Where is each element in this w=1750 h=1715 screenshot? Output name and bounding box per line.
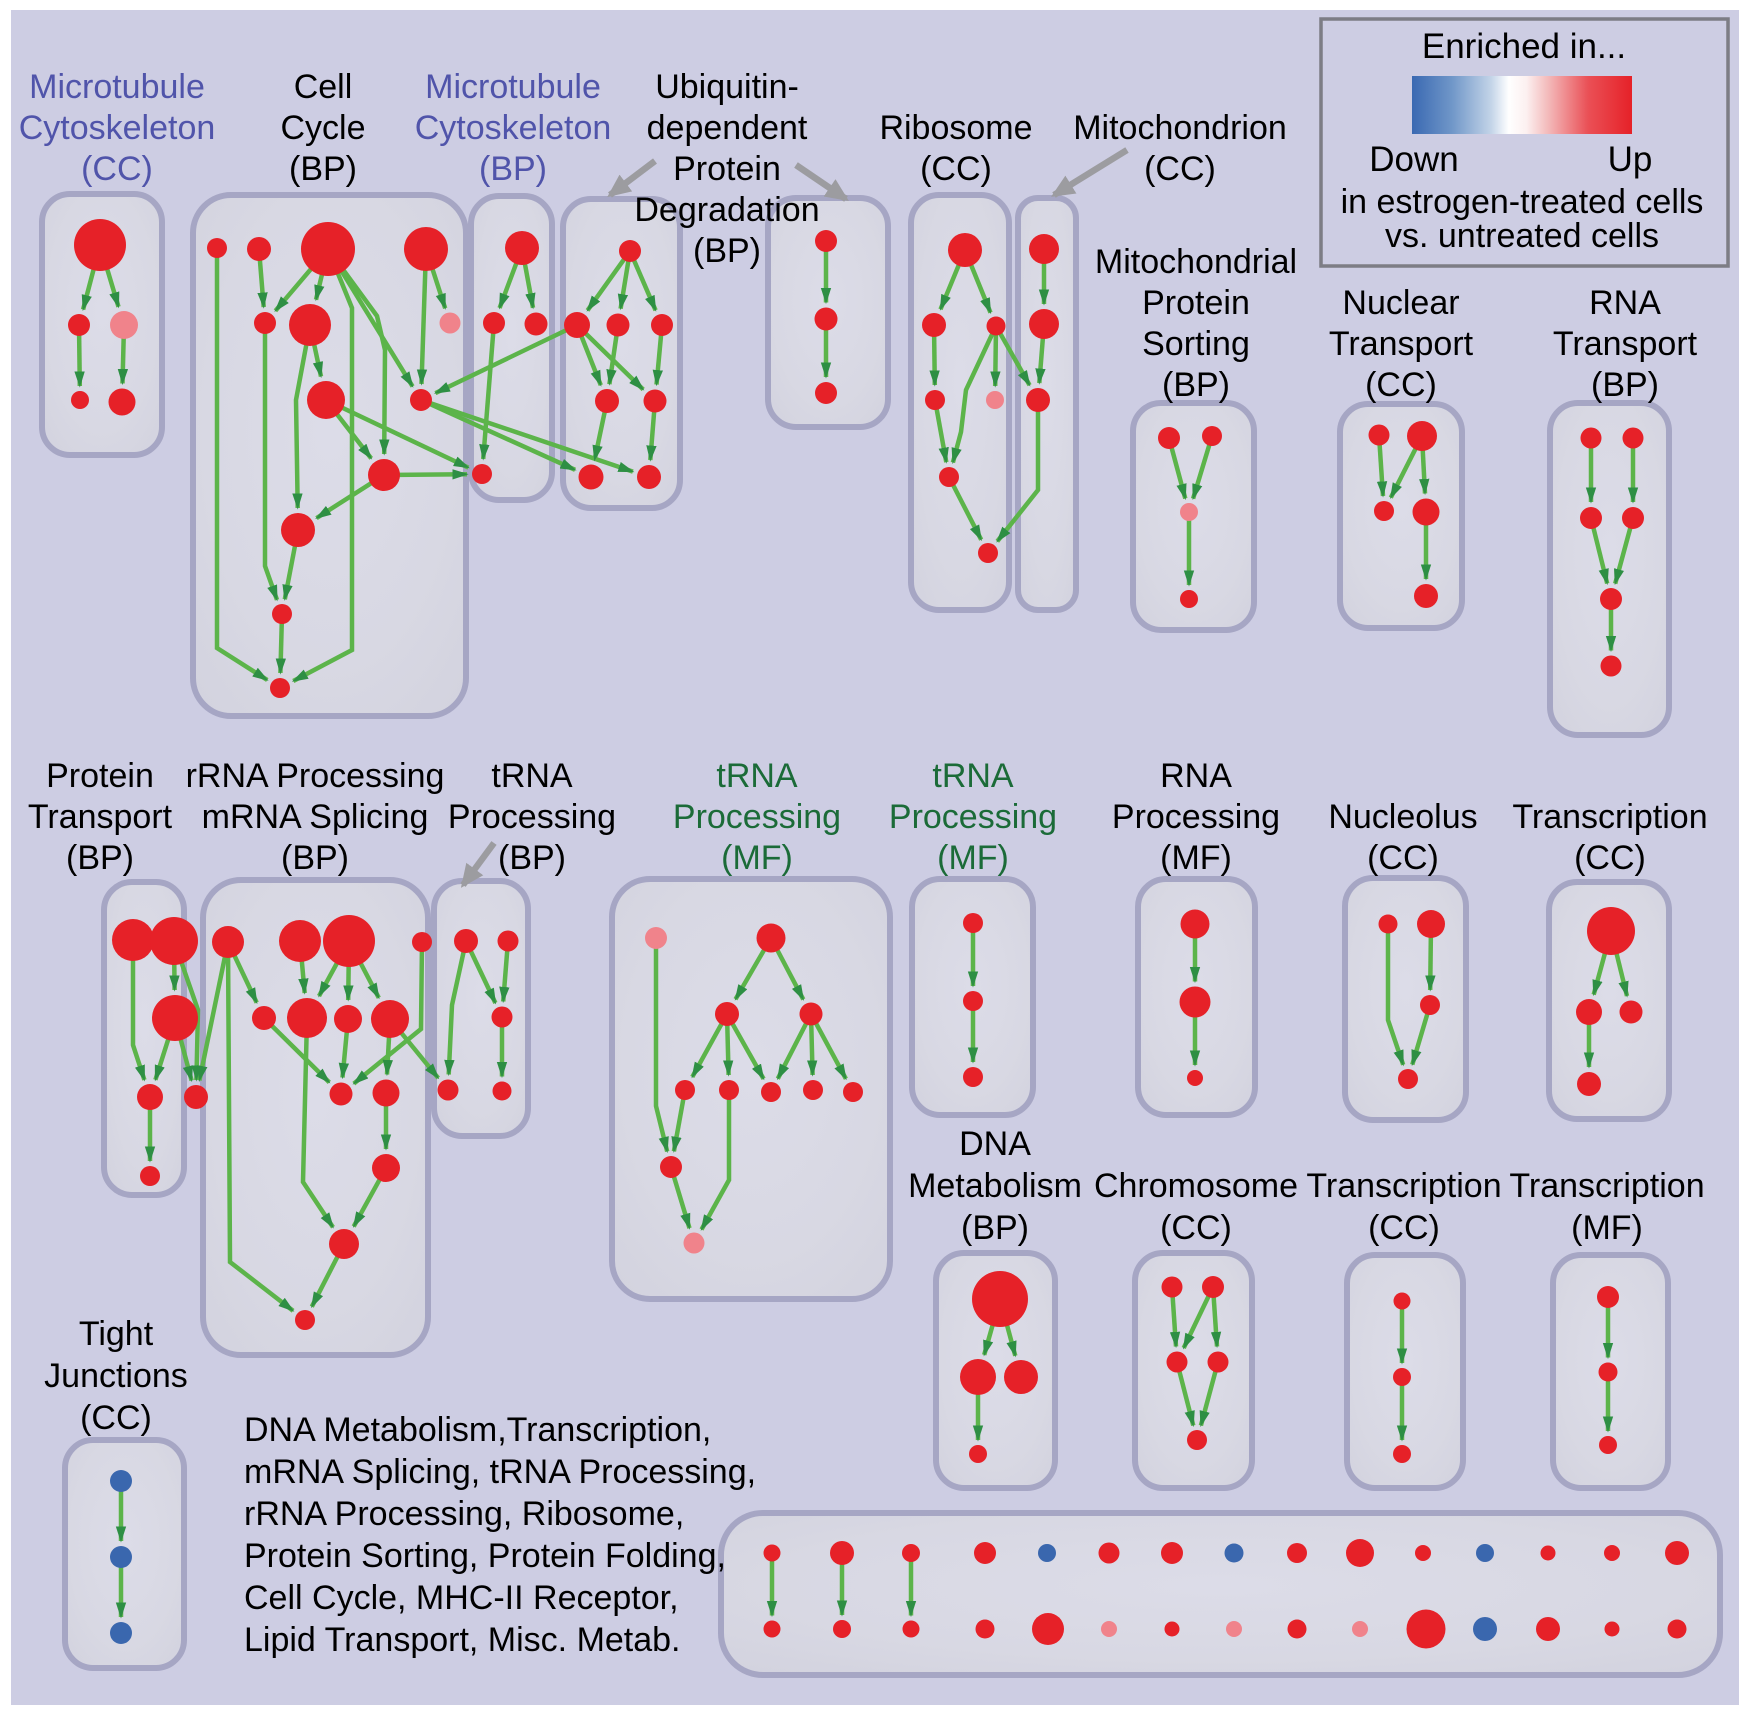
svg-text:mRNA Splicing: mRNA Splicing [202, 798, 429, 836]
svg-text:Transcription: Transcription [1306, 1167, 1501, 1205]
svg-text:rRNA Processing, Ribosome,: rRNA Processing, Ribosome, [244, 1495, 684, 1533]
svg-text:(BP): (BP) [498, 839, 566, 877]
svg-text:(MF): (MF) [721, 839, 793, 877]
svg-text:(BP): (BP) [1162, 366, 1230, 404]
svg-text:Lipid Transport, Misc. Metab.: Lipid Transport, Misc. Metab. [244, 1621, 681, 1659]
svg-text:Protein: Protein [673, 150, 781, 188]
svg-text:Transcription: Transcription [1509, 1167, 1704, 1205]
svg-text:(BP): (BP) [479, 150, 547, 188]
svg-text:Processing: Processing [1112, 798, 1280, 836]
svg-text:tRNA: tRNA [716, 757, 798, 795]
svg-text:Cytoskeleton: Cytoskeleton [19, 109, 216, 147]
svg-text:(BP): (BP) [281, 839, 349, 877]
svg-text:in estrogen-treated cells: in estrogen-treated cells [1341, 183, 1704, 221]
svg-text:Transport: Transport [28, 798, 173, 836]
svg-text:Cell Cycle, MHC-II Receptor,: Cell Cycle, MHC-II Receptor, [244, 1579, 679, 1617]
svg-text:Ribosome: Ribosome [879, 109, 1032, 147]
svg-text:(CC): (CC) [1144, 150, 1216, 188]
svg-text:Transport: Transport [1329, 325, 1474, 363]
svg-text:Down: Down [1369, 140, 1458, 179]
svg-text:(CC): (CC) [80, 1399, 152, 1437]
svg-text:Nuclear: Nuclear [1342, 284, 1459, 322]
svg-text:(CC): (CC) [920, 150, 992, 188]
svg-text:(BP): (BP) [1591, 366, 1659, 404]
svg-text:(CC): (CC) [1367, 839, 1439, 877]
svg-text:Processing: Processing [448, 798, 616, 836]
svg-text:(MF): (MF) [937, 839, 1009, 877]
svg-text:tRNA: tRNA [491, 757, 573, 795]
svg-text:(BP): (BP) [289, 150, 357, 188]
svg-text:Cycle: Cycle [280, 109, 365, 147]
svg-text:DNA Metabolism,Transcription,: DNA Metabolism,Transcription, [244, 1411, 711, 1449]
svg-text:dependent: dependent [647, 109, 808, 147]
svg-text:RNA: RNA [1160, 757, 1232, 795]
svg-text:(CC): (CC) [1368, 1209, 1440, 1247]
svg-text:Ubiquitin-: Ubiquitin- [655, 68, 799, 106]
svg-text:Chromosome: Chromosome [1094, 1167, 1298, 1205]
svg-text:Tight: Tight [79, 1315, 154, 1353]
svg-text:Junctions: Junctions [44, 1357, 188, 1395]
svg-text:DNA: DNA [959, 1125, 1031, 1163]
svg-text:Enriched in...: Enriched in... [1422, 27, 1626, 66]
svg-text:mRNA Splicing, tRNA Processing: mRNA Splicing, tRNA Processing, [244, 1453, 756, 1491]
svg-text:Protein: Protein [46, 757, 154, 795]
svg-text:Mitochondrial: Mitochondrial [1095, 243, 1297, 281]
svg-text:Protein: Protein [1142, 284, 1250, 322]
svg-text:(MF): (MF) [1160, 839, 1232, 877]
svg-text:tRNA: tRNA [932, 757, 1014, 795]
svg-text:Degradation: Degradation [634, 191, 819, 229]
svg-text:Processing: Processing [889, 798, 1057, 836]
svg-text:Metabolism: Metabolism [908, 1167, 1082, 1205]
svg-text:(CC): (CC) [1365, 366, 1437, 404]
svg-text:Cell: Cell [294, 68, 353, 106]
svg-text:(BP): (BP) [961, 1209, 1029, 1247]
svg-text:Transport: Transport [1553, 325, 1698, 363]
svg-text:(CC): (CC) [81, 150, 153, 188]
svg-text:RNA: RNA [1589, 284, 1661, 322]
svg-text:Mitochondrion: Mitochondrion [1073, 109, 1287, 147]
svg-text:(MF): (MF) [1571, 1209, 1643, 1247]
svg-text:Protein Sorting, Protein Foldi: Protein Sorting, Protein Folding, [244, 1537, 726, 1575]
svg-text:Sorting: Sorting [1142, 325, 1250, 363]
svg-text:Cytoskeleton: Cytoskeleton [415, 109, 612, 147]
svg-text:(CC): (CC) [1574, 839, 1646, 877]
svg-text:(BP): (BP) [66, 839, 134, 877]
svg-text:Processing: Processing [673, 798, 841, 836]
svg-text:Microtubule: Microtubule [425, 68, 601, 106]
svg-text:Microtubule: Microtubule [29, 68, 205, 106]
svg-text:rRNA Processing: rRNA Processing [186, 757, 445, 795]
svg-text:Up: Up [1608, 140, 1653, 179]
svg-text:vs. untreated cells: vs. untreated cells [1385, 217, 1659, 255]
svg-text:Transcription: Transcription [1512, 798, 1707, 836]
svg-text:(CC): (CC) [1160, 1209, 1232, 1247]
svg-text:(BP): (BP) [693, 232, 761, 270]
svg-text:Nucleolus: Nucleolus [1328, 798, 1477, 836]
